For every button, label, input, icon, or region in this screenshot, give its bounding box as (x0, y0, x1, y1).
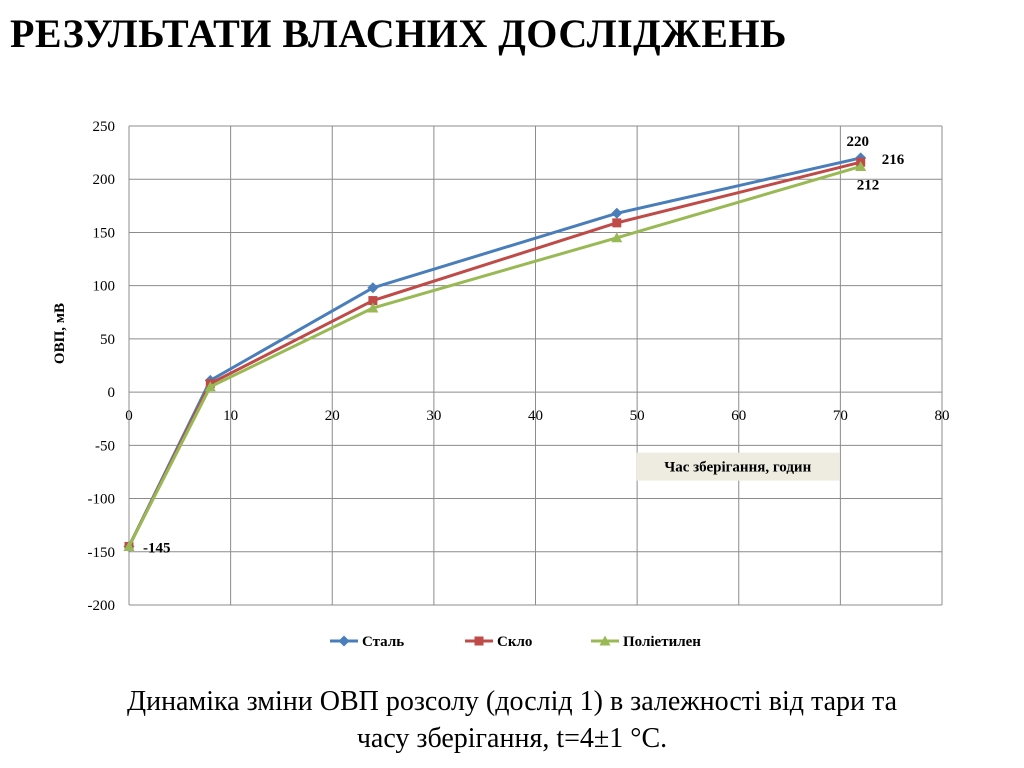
y-tick-label: 100 (93, 279, 116, 295)
y-tick-label: -150 (88, 545, 116, 561)
data-point (855, 160, 867, 171)
data-label: 220 (846, 134, 869, 150)
legend-label: Поліетилен (623, 634, 701, 650)
x-tick-label: 30 (426, 408, 441, 424)
x-axis-label: Час зберігання, годин (664, 460, 811, 476)
data-point (611, 207, 623, 219)
caption-line-1: Динаміка зміни ОВП розсолу (дослід 1) в … (126, 686, 898, 717)
y-tick-label: -200 (88, 598, 116, 614)
y-tick-label: 250 (93, 119, 116, 135)
data-point (367, 302, 379, 313)
series-line-1 (127, 156, 862, 548)
x-tick-label: 0 (125, 408, 133, 424)
x-axis-label-box (636, 452, 840, 481)
y-tick-label: 0 (108, 385, 116, 401)
data-point (367, 282, 379, 294)
caption-line-2: часу зберігання, t=4±1 °С. (356, 723, 668, 754)
legend-marker (474, 636, 484, 646)
series-line-2 (127, 160, 862, 548)
y-tick-label: 200 (93, 172, 116, 188)
series-line-3 (127, 165, 862, 548)
x-tick-label: 80 (935, 408, 950, 424)
ovp-line-chart: -200 -150 -100 -50 0 50 100 150 200 250 0 10 20 30 40 5… (52, 119, 950, 650)
legend-label: Скло (497, 634, 532, 650)
data-point (611, 232, 623, 243)
data-point (612, 218, 622, 228)
legend-marker (599, 635, 611, 646)
y-tick-label: 150 (93, 225, 116, 241)
x-tick-label: 20 (325, 408, 340, 424)
legend-label: Сталь (362, 634, 404, 650)
chart-caption: Динаміка зміни ОВП розсолу (дослід 1) в … (0, 683, 1024, 757)
y-tick-label: -50 (95, 438, 115, 454)
data-label: -145 (143, 540, 171, 556)
data-point (123, 540, 135, 551)
y-tick-label: -100 (88, 492, 116, 508)
data-label: 216 (882, 152, 905, 168)
x-tick-label: 10 (223, 408, 238, 424)
x-tick-label: 50 (630, 408, 645, 424)
y-tick-label: 50 (100, 332, 115, 348)
slide-title: РЕЗУЛЬТАТИ ВЛАСНИХ ДОСЛІДЖЕНЬ (10, 11, 787, 56)
y-axis-label: ОВП, мВ (52, 303, 68, 364)
x-tick-label: 70 (833, 408, 848, 424)
data-point (368, 296, 378, 306)
x-tick-label: 40 (528, 408, 543, 424)
x-tick-label: 60 (731, 408, 746, 424)
data-point (204, 381, 216, 392)
data-label: 212 (857, 177, 880, 193)
legend-marker (338, 635, 350, 647)
